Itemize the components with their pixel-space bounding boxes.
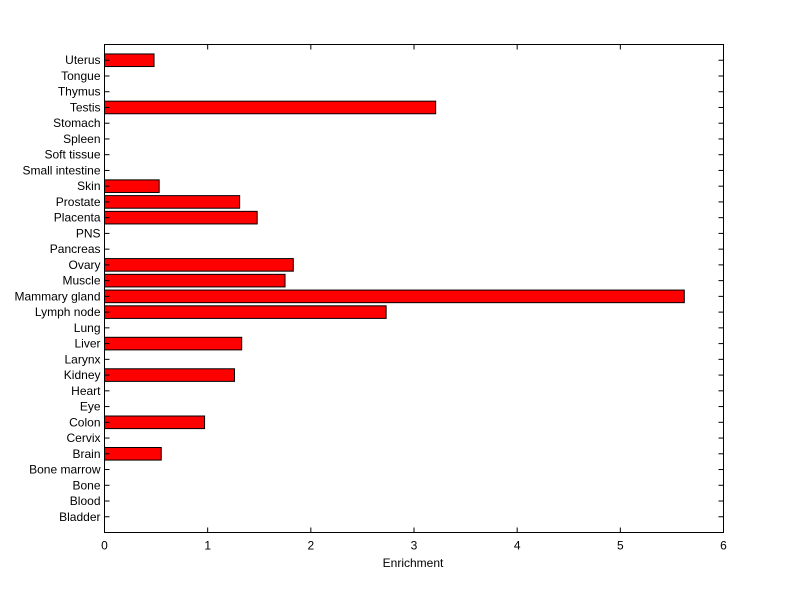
y-tick-label: Kidney [64, 368, 101, 382]
y-tick-label: Lymph node [35, 305, 101, 319]
bar-mammary-gland [104, 289, 685, 304]
bar-liver [104, 336, 243, 351]
bar-kidney [104, 368, 235, 382]
bar-lymph-node [104, 305, 387, 319]
bar-placenta [104, 210, 258, 225]
y-tick-label: Brain [72, 447, 100, 461]
y-tick-label: Liver [74, 337, 100, 351]
bar-colon [104, 415, 206, 430]
y-tick-label: Bladder [59, 510, 100, 524]
y-tick-label: Bone marrow [29, 463, 101, 477]
bar-testis [104, 100, 437, 115]
bars-layer [104, 53, 685, 461]
bar-prostate [104, 195, 241, 209]
x-tick-label: 1 [204, 539, 211, 553]
ticks-layer [104, 44, 724, 533]
y-tick-label: Spleen [63, 132, 100, 146]
y-tick-label: Eye [80, 400, 101, 414]
y-tick-label: Cervix [66, 431, 100, 445]
y-tick-label: Pancreas [50, 242, 101, 256]
y-tick-label: Larynx [64, 352, 100, 366]
bar-skin [104, 179, 160, 193]
y-tick-label: Ovary [68, 258, 100, 272]
y-tick-label: Thymus [58, 85, 101, 99]
bar-muscle [104, 273, 286, 288]
y-tick-label: Bone [72, 478, 100, 492]
y-tick-label: Small intestine [22, 163, 100, 177]
bar-brain [104, 446, 162, 461]
y-tick-label: Blood [70, 494, 101, 508]
plot-frame [104, 44, 724, 533]
y-tick-label: Lung [74, 321, 101, 335]
y-tick-label: Muscle [62, 274, 100, 288]
bar-ovary [104, 258, 294, 272]
y-tick-label: Uterus [65, 53, 100, 67]
x-tick-label: 3 [411, 539, 418, 553]
x-tick-label: 5 [617, 539, 624, 553]
y-tick-label: PNS [76, 226, 101, 240]
y-tick-label: Prostate [56, 195, 101, 209]
y-tick-label: Tongue [61, 69, 101, 83]
y-tick-label: Skin [77, 179, 100, 193]
x-tick-label: 0 [101, 539, 108, 553]
y-tick-label: Stomach [53, 116, 100, 130]
x-tick-label: 6 [720, 539, 727, 553]
y-tick-label: Mammary gland [14, 289, 100, 303]
x-tick-label: 4 [514, 539, 521, 553]
y-tick-label: Placenta [54, 211, 101, 225]
y-tick-label: Testis [70, 100, 101, 114]
y-tick-label: Heart [71, 384, 101, 398]
x-tick-label: 2 [307, 539, 314, 553]
y-tick-label: Soft tissue [44, 148, 100, 162]
bar-uterus [104, 53, 155, 68]
y-tick-label: Colon [69, 415, 100, 429]
x-axis-label: Enrichment [383, 556, 444, 570]
